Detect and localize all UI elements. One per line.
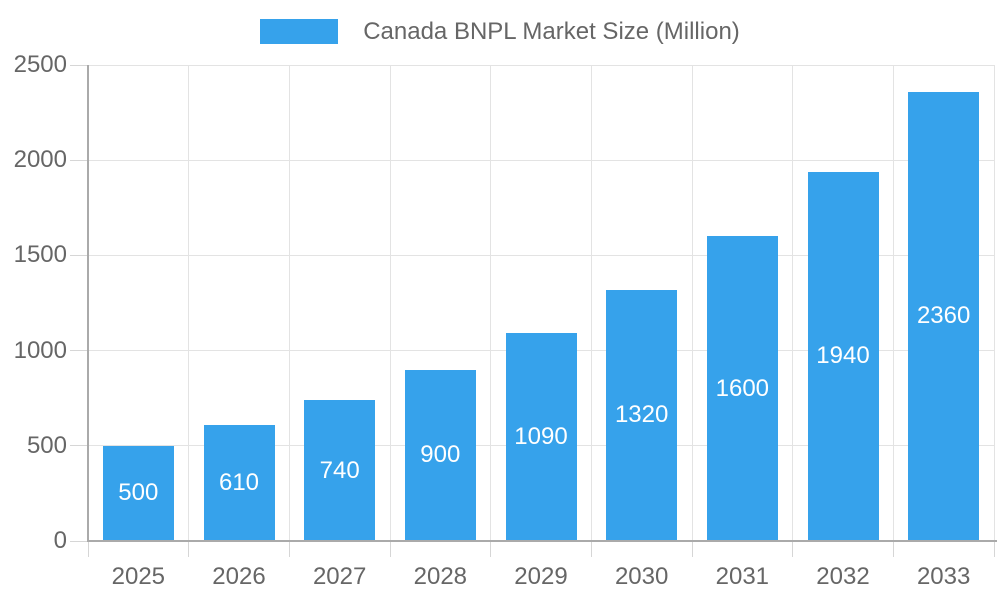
bar-2025[interactable] (102, 445, 174, 541)
bar-value-label: 1090 (514, 423, 568, 451)
x-tick-mark (590, 542, 592, 557)
bar-value-label: 2360 (916, 302, 971, 330)
y-tick-mark (70, 159, 87, 161)
x-tick-mark (87, 542, 89, 557)
y-axis-label: 1500 (13, 241, 67, 269)
bar-2030[interactable] (606, 289, 678, 541)
bar-2026[interactable] (203, 424, 275, 541)
y-tick-mark (70, 64, 87, 66)
x-tick-mark (792, 542, 794, 557)
bar-value-label: 610 (218, 468, 260, 496)
legend-label: Canada BNPL Market Size (Million) (363, 18, 740, 45)
bar-value-label: 1320 (614, 401, 669, 429)
bar-2033[interactable] (908, 91, 980, 541)
y-axis-label: 500 (26, 431, 67, 459)
legend[interactable]: Canada BNPL Market Size (Million) (0, 19, 1000, 44)
gridline-vertical (490, 65, 492, 541)
bar-value-label: 1600 (715, 374, 770, 402)
y-axis-line (87, 65, 89, 541)
x-tick-mark (288, 542, 290, 557)
bar-2029[interactable] (505, 333, 577, 541)
x-tick-mark (993, 542, 995, 557)
y-tick-mark (70, 254, 87, 256)
gridline-horizontal (88, 254, 994, 256)
bar-2027[interactable] (304, 400, 376, 541)
x-tick-mark (691, 542, 693, 557)
x-axis-label: 2027 (312, 563, 367, 590)
x-tick-mark (490, 542, 492, 557)
bar-2032[interactable] (807, 171, 879, 541)
gridline-horizontal (88, 64, 994, 66)
y-tick-mark (70, 350, 87, 352)
x-axis-label: 2029 (514, 563, 568, 590)
bar-value-label: 500 (118, 479, 159, 507)
y-tick-mark (70, 445, 87, 447)
gridline-vertical (188, 65, 190, 541)
x-axis-label: 2028 (413, 563, 468, 590)
bar-2028[interactable] (404, 369, 476, 541)
x-tick-mark (188, 542, 190, 557)
gridline-horizontal (88, 159, 994, 161)
x-axis-label: 2030 (614, 563, 669, 590)
bar-2031[interactable] (706, 236, 778, 541)
gridline-vertical (389, 65, 391, 541)
gridline-vertical (993, 65, 995, 541)
x-axis-label: 2026 (212, 563, 266, 590)
bar-value-label: 900 (420, 441, 461, 469)
bar-value-label: 1940 (816, 342, 870, 370)
bar-value-label: 740 (319, 456, 360, 484)
y-axis-label: 2000 (13, 146, 67, 174)
x-axis-label: 2032 (816, 563, 870, 590)
gridline-vertical (590, 65, 592, 541)
y-axis-label: 2500 (13, 51, 67, 78)
y-axis-label: 0 (53, 527, 67, 554)
x-tick-mark (389, 542, 391, 557)
gridline-vertical (892, 65, 894, 541)
x-axis-label: 2031 (715, 563, 770, 590)
gridline-vertical (792, 65, 794, 541)
x-axis-label: 2033 (916, 563, 971, 590)
gridline-vertical (691, 65, 693, 541)
x-axis-label: 2025 (111, 563, 166, 590)
y-tick-mark (70, 540, 87, 542)
y-axis-label: 1000 (13, 336, 67, 364)
gridline-vertical (288, 65, 290, 541)
x-tick-mark (892, 542, 894, 557)
x-axis-line (87, 540, 997, 542)
legend-swatch (260, 19, 339, 44)
